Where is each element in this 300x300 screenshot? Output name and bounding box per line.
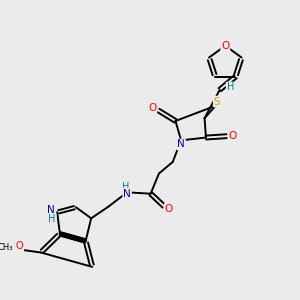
Text: H: H [49, 214, 56, 224]
Text: O: O [16, 242, 23, 251]
Text: N: N [47, 205, 55, 215]
Text: H: H [226, 82, 234, 92]
Text: CH₃: CH₃ [0, 243, 14, 252]
Text: O: O [221, 41, 230, 51]
Text: O: O [148, 103, 156, 113]
Text: S: S [214, 97, 220, 106]
Text: N: N [177, 140, 185, 149]
Text: H: H [122, 182, 129, 192]
Text: O: O [229, 131, 237, 141]
Text: O: O [165, 204, 173, 214]
Text: N: N [123, 189, 131, 199]
